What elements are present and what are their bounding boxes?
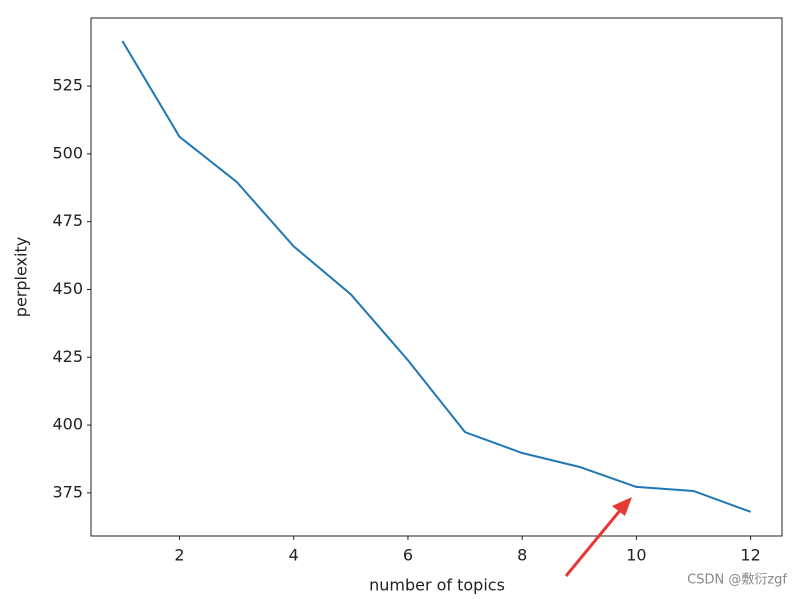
x-tick-label: 8 xyxy=(517,546,527,565)
arrow xyxy=(564,497,632,577)
y-tick-label: 400 xyxy=(52,415,83,434)
y-tick-label: 525 xyxy=(52,76,83,95)
y-tick-label: 450 xyxy=(52,279,83,298)
x-tick-label: 6 xyxy=(403,546,413,565)
x-tick-label: 10 xyxy=(626,546,646,565)
x-tick-label: 4 xyxy=(289,546,299,565)
watermark: CSDN @敷衍zgf xyxy=(687,573,787,588)
data-line xyxy=(121,40,751,513)
x-tick-label: 2 xyxy=(174,546,184,565)
y-tick-label: 475 xyxy=(52,211,83,230)
y-tick-label: 500 xyxy=(52,143,83,162)
axes-frame xyxy=(90,17,783,537)
y-tick-label: 425 xyxy=(52,347,83,366)
y-axis-label: perplexity xyxy=(12,237,31,317)
x-tick-label: 12 xyxy=(740,546,760,565)
y-tick-label: 375 xyxy=(52,482,83,501)
x-axis-label: number of topics xyxy=(369,576,505,595)
